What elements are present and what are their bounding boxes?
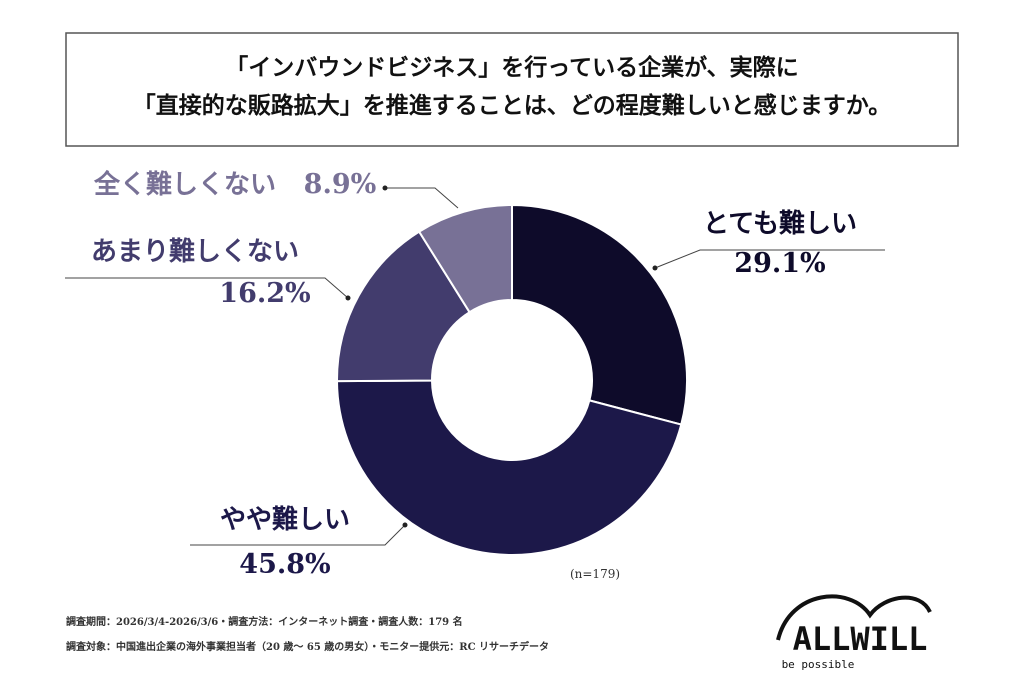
leader-dot <box>345 295 351 301</box>
category-label: やや難しい <box>220 505 350 535</box>
leader-line <box>654 249 885 269</box>
logo-name: ALLWILL <box>793 620 928 658</box>
title-line: 「直接的な販路拡大」を推進することは、どの程度難しいと感じますか。 <box>133 92 892 119</box>
leader-line <box>65 277 349 299</box>
logo-tagline: be possible <box>782 658 855 671</box>
logo-swoosh <box>776 594 932 641</box>
category-label: あまり難しくない <box>91 237 299 267</box>
leader-line <box>190 524 406 546</box>
donut-slice <box>335 379 683 557</box>
title-box <box>65 32 959 147</box>
donut-slice <box>336 230 471 383</box>
donut-slice <box>511 203 688 426</box>
title-line: 「インバウンドビジネス」を行っている企業が、実際に <box>225 54 798 81</box>
footnote: 調査期間：2026/3/4-2026/3/6・調査方法：インターネット調査・調査… <box>66 615 463 628</box>
leader-dot <box>402 522 408 528</box>
category-label: 全く難しくない <box>93 169 276 200</box>
value-label: 45.8% <box>239 549 330 580</box>
donut-slice <box>417 203 513 314</box>
leader-line <box>385 187 459 209</box>
leader-dot <box>382 185 388 191</box>
value-label: 29.1% <box>734 248 825 279</box>
leader-dot <box>652 265 658 271</box>
footnote: 調査対象：中国進出企業の海外事業担当者（20 歳～ 65 歳の男女）・モニター提… <box>66 640 549 653</box>
value-label: 8.9% <box>304 169 377 200</box>
sample-note: (n=179) <box>570 567 620 581</box>
logo: ALLWILL be possible <box>776 594 932 671</box>
category-label: とても難しい <box>703 209 857 239</box>
value-label: 16.2% <box>219 278 310 309</box>
